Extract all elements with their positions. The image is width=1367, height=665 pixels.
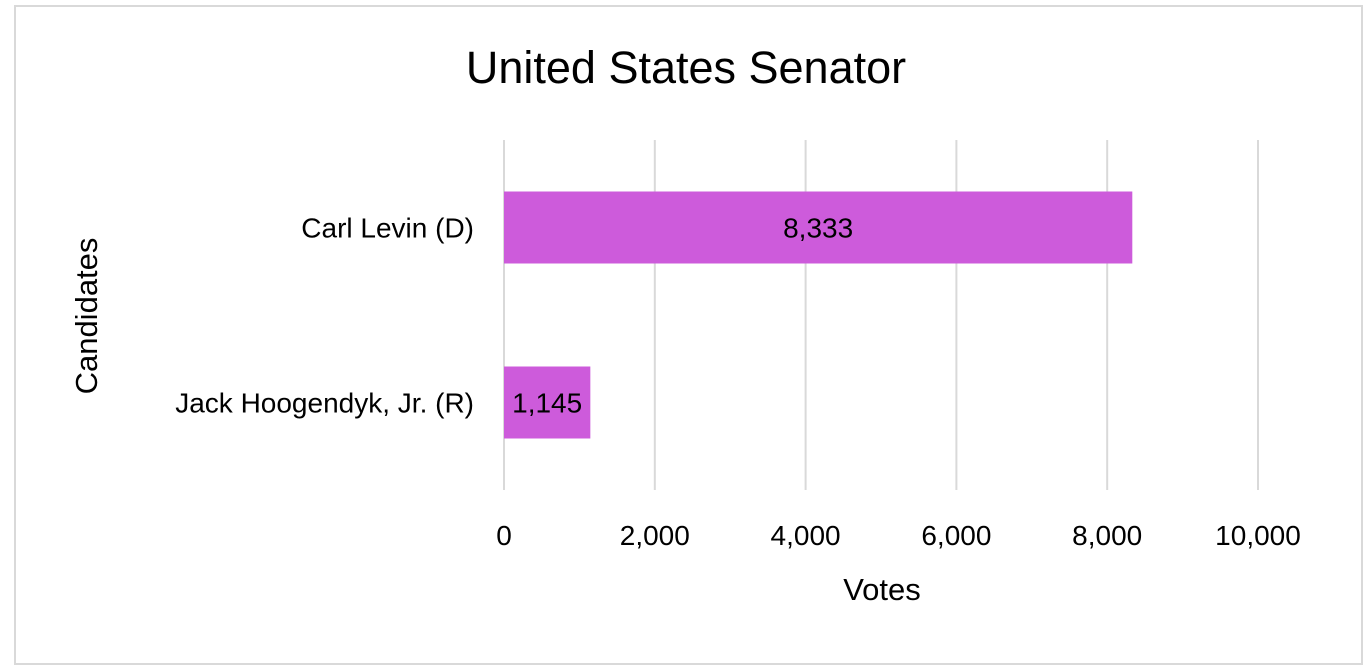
chart-frame [14, 5, 1363, 665]
chart-title: United States Senator [466, 42, 906, 93]
bar [504, 366, 591, 439]
x-tick-label: 8,000 [1072, 520, 1142, 551]
data-label: 1,145 [512, 388, 582, 419]
category-labels: Carl Levin (D) Jack Hoogendyk, Jr. (R) [175, 213, 474, 419]
y-axis-title: Candidates [69, 238, 104, 395]
x-tick-label: 10,000 [1215, 520, 1301, 551]
x-tick-label: 6,000 [921, 520, 991, 551]
category-label: Carl Levin (D) [301, 213, 474, 244]
bar-chart: United States Senator 8,333 1,145 Carl Le… [69, 42, 1301, 607]
bars: 8,333 1,145 [504, 191, 1133, 439]
x-tick-label: 4,000 [771, 520, 841, 551]
x-tick-label: 0 [496, 520, 512, 551]
x-tick-labels: 0 2,000 4,000 6,000 8,000 10,000 [496, 520, 1301, 551]
category-label: Jack Hoogendyk, Jr. (R) [175, 388, 474, 419]
x-axis-title: Votes [843, 572, 921, 607]
x-tick-label: 2,000 [620, 520, 690, 551]
bar [504, 191, 1133, 264]
data-label: 8,333 [783, 213, 853, 244]
